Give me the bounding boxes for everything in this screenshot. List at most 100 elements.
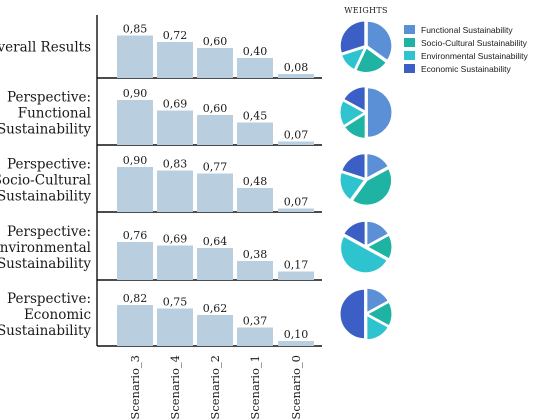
bar-value-label: 0,45: [243, 110, 268, 123]
legend-label: Functional Sustainability: [421, 25, 513, 35]
legend-item: Economic Sustainability: [404, 64, 512, 74]
panel-label: Perspective: Economic Sustainability: [0, 291, 91, 339]
panel-label: Perspective: Functional Sustainability: [0, 90, 91, 138]
bar-value-label: 0,60: [203, 35, 228, 48]
bar-value-label: 0,69: [163, 233, 188, 246]
pie-slice: [365, 287, 390, 315]
bar-value-label: 0,76: [123, 229, 148, 242]
legend: WEIGHTS Functional Sustainability Socio-C…: [344, 6, 528, 74]
panel-label-line: Environmental: [0, 240, 91, 256]
bar: [237, 122, 273, 145]
pie-slice: [351, 167, 393, 207]
pie-slice: [354, 46, 388, 74]
legend-swatch: [404, 51, 415, 60]
bar-value-label: 0,10: [284, 328, 309, 341]
panel-1: Overall Results 0,85 0,72 0,60 0,40 0,08: [0, 23, 322, 79]
legend-item: Environmental Sustainability: [404, 51, 529, 61]
bar-value-label: 0,60: [203, 102, 228, 115]
pie-slice: [340, 46, 367, 71]
panel-2: Perspective: Functional Sustainability 0,90…: [0, 87, 322, 146]
pie-slice: [339, 234, 389, 274]
pie-slice: [339, 288, 366, 340]
weights-pie: [339, 220, 393, 274]
weight-pies: [339, 20, 393, 341]
legend-label: Socio-Cultural Sustainability: [421, 38, 528, 48]
legend-swatch: [404, 25, 415, 34]
chart-panels: Overall Results 0,85 0,72 0,60 0,40 0,08 Persp…: [0, 23, 322, 347]
weights-pie: [339, 287, 393, 341]
bar-value-label: 0,77: [203, 161, 228, 174]
legend-label: Environmental Sustainability: [421, 51, 529, 61]
bar-value-label: 0,72: [163, 29, 188, 42]
bar-value-label: 0,90: [123, 87, 148, 100]
bar: [157, 308, 193, 346]
pie-slice: [365, 300, 393, 328]
bar: [157, 245, 193, 280]
bar-value-label: 0,85: [123, 23, 148, 36]
panel-label-line: Functional: [18, 106, 91, 122]
pie-slice: [365, 220, 390, 248]
bar: [197, 248, 233, 280]
bar-value-label: 0,82: [123, 292, 148, 305]
x-tick-labels: Scenario_3 Scenario_4 Scenario_2 Scenario_1…: [128, 355, 303, 420]
bar: [278, 271, 314, 280]
bar-value-label: 0,40: [243, 45, 268, 58]
bar: [278, 208, 314, 212]
bar: [117, 167, 153, 212]
panel-label-line: Sustainability: [0, 256, 91, 272]
panel-label: Perspective: Environmental Sustainability: [0, 224, 91, 272]
weights-pie: [339, 20, 393, 74]
bar: [117, 242, 153, 280]
bar: [117, 35, 153, 78]
pie-slice: [343, 112, 367, 140]
legend-item: Socio-Cultural Sustainability: [404, 38, 528, 48]
pie-slice: [339, 171, 367, 202]
panel-3: Perspective: Socio-Cultural Sustainability…: [0, 154, 322, 213]
bar-value-label: 0,17: [284, 259, 309, 272]
x-tick-label: Scenario_0: [289, 355, 303, 420]
pie-slice: [365, 152, 390, 180]
panel-label-line: Overall Results: [0, 40, 91, 56]
bar-value-label: 0,37: [243, 315, 268, 328]
weights-pie: [339, 152, 393, 207]
bar-value-label: 0,38: [243, 248, 268, 261]
pie-slice: [365, 313, 390, 341]
bar: [278, 341, 314, 346]
bar: [117, 100, 153, 145]
bar: [237, 58, 273, 78]
pie-slice: [366, 86, 393, 139]
legend-item: Functional Sustainability: [404, 25, 513, 35]
bar: [157, 42, 193, 78]
pie-slice: [342, 220, 367, 248]
bar: [157, 170, 193, 212]
weights-pie: [339, 85, 393, 140]
panel-label: Perspective: Socio-Cultural Sustainability: [0, 157, 91, 205]
bar-value-label: 0,64: [203, 235, 228, 248]
x-tick-label: Scenario_1: [248, 355, 262, 420]
bar-value-label: 0,48: [243, 175, 268, 188]
pie-slice: [366, 20, 393, 62]
bar-value-label: 0,90: [123, 154, 148, 167]
pie-slice: [365, 233, 393, 261]
panel-label: Overall Results: [0, 40, 91, 56]
legend-label: Economic Sustainability: [421, 64, 512, 74]
panel-label-line: Economic: [24, 307, 91, 323]
bar-value-label: 0,07: [284, 196, 309, 209]
bar-value-label: 0,75: [163, 296, 188, 309]
x-tick-label: Scenario_4: [168, 355, 182, 420]
panel-label-line: Sustainability: [0, 323, 91, 339]
panel-5: Perspective: Economic Sustainability 0,82 0,…: [0, 291, 322, 347]
bar: [237, 327, 273, 346]
bar: [157, 110, 193, 145]
bar: [278, 141, 314, 145]
legend-swatch: [404, 64, 415, 73]
x-tick-label: Scenario_2: [208, 355, 222, 420]
panel-label-line: Perspective:: [7, 224, 91, 240]
bar-value-label: 0,08: [284, 61, 309, 74]
pie-slice: [340, 152, 367, 180]
bar: [278, 74, 314, 78]
bar: [237, 188, 273, 212]
bar: [197, 315, 233, 346]
legend-swatch: [404, 38, 415, 47]
